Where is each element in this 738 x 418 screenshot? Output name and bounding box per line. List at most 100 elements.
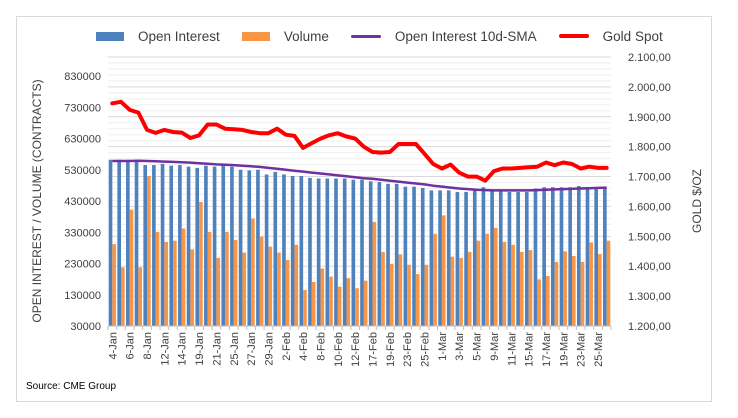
- bar-open-interest: [464, 191, 468, 326]
- y-left-tick-label: 330000: [64, 227, 101, 239]
- bar-open-interest: [394, 183, 399, 326]
- x-tick-label: 1-Mar: [437, 332, 449, 361]
- bars: [108, 159, 611, 326]
- y-left-tick-label: 530000: [64, 165, 101, 177]
- x-tick-label: 23-Feb: [402, 332, 414, 367]
- y-left-tick-label: 130000: [64, 290, 101, 302]
- x-tick-label: 3-Mar: [454, 332, 466, 361]
- bar-volume: [268, 246, 273, 326]
- bar-volume: [121, 267, 125, 326]
- chart-legend: Open Interest Volume Open Interest 10d-S…: [96, 27, 685, 45]
- y-right-tick-label: 1.700,00: [628, 172, 671, 184]
- x-tick-label: 4-Jan: [107, 332, 119, 360]
- bar-volume: [389, 263, 394, 326]
- bar-volume: [563, 251, 567, 326]
- y-right-tick-label: 1.300,00: [628, 291, 671, 303]
- bar-open-interest: [282, 174, 286, 326]
- x-tick-label: 2-Feb: [281, 332, 293, 361]
- bar-volume: [424, 264, 429, 326]
- bar-open-interest: [143, 165, 148, 326]
- bar-open-interest: [603, 188, 607, 326]
- bar-volume: [545, 276, 550, 326]
- bar-open-interest: [160, 163, 165, 326]
- x-tick-label: 29-Jan: [263, 332, 275, 366]
- bar-volume: [259, 236, 264, 326]
- line-open-interest-sma: [112, 159, 607, 192]
- x-tick-label: 6-Jan: [125, 332, 137, 360]
- bar-volume: [181, 228, 186, 326]
- bar-volume: [216, 257, 221, 326]
- bar-open-interest: [221, 165, 226, 326]
- line-gold-spot: [110, 99, 609, 183]
- bar-open-interest: [368, 181, 373, 326]
- y-right-tick-label: 1.900,00: [628, 112, 671, 124]
- bar-open-interest: [507, 191, 512, 326]
- bar-open-interest: [498, 190, 503, 326]
- bar-open-interest: [334, 178, 338, 326]
- bar-volume: [372, 221, 377, 326]
- bar-volume: [476, 240, 481, 326]
- bar-volume: [329, 276, 333, 326]
- bar-volume: [519, 251, 524, 326]
- x-tick-label: 8-Jan: [142, 332, 154, 360]
- bar-open-interest: [550, 187, 555, 326]
- y-right-tick-label: 2.000,00: [628, 82, 671, 94]
- bar-open-interest: [568, 187, 572, 326]
- x-tick-label: 17-Mar: [541, 332, 553, 367]
- bar-volume: [450, 256, 455, 326]
- legend-swatch-oi-sma: [350, 34, 381, 38]
- legend-label-gold-spot: Gold Spot: [602, 28, 663, 44]
- y-left-tick-label: 830000: [64, 71, 101, 83]
- bar-volume: [528, 250, 533, 326]
- bar-open-interest: [472, 190, 477, 326]
- bar-volume: [433, 233, 437, 326]
- bar-open-interest: [247, 170, 252, 326]
- bar-volume: [606, 240, 611, 326]
- bar-open-interest: [134, 160, 139, 326]
- bar-open-interest: [195, 167, 200, 326]
- bar-volume: [242, 252, 247, 326]
- bar-open-interest: [446, 190, 451, 326]
- bar-volume: [467, 251, 472, 326]
- x-tick-label: 10-Feb: [333, 332, 345, 367]
- bar-open-interest: [438, 190, 442, 326]
- bar-open-interest: [290, 176, 295, 326]
- bar-volume: [207, 231, 212, 326]
- x-tick-label: 17-Feb: [368, 332, 380, 367]
- lines: [110, 99, 609, 192]
- bar-open-interest: [264, 174, 269, 326]
- bar-open-interest: [308, 177, 312, 326]
- bar-open-interest: [420, 187, 425, 326]
- y-axis-right-title: GOLD $/OZ: [690, 169, 704, 233]
- bar-volume: [597, 254, 602, 326]
- bar-volume: [398, 254, 403, 326]
- bar-open-interest: [516, 191, 520, 326]
- bar-volume: [441, 215, 446, 326]
- bar-open-interest: [559, 187, 564, 326]
- bar-open-interest: [481, 187, 486, 326]
- bar-volume: [225, 231, 229, 326]
- bar-volume: [285, 260, 290, 326]
- y-left-tick-label: 30000: [70, 321, 101, 333]
- x-tick-label: 14-Jan: [177, 332, 189, 366]
- bar-volume: [571, 256, 576, 326]
- bar-open-interest: [204, 165, 208, 326]
- bar-open-interest: [299, 176, 304, 326]
- bar-volume: [251, 218, 255, 326]
- x-tick-label: 15-Mar: [524, 332, 536, 367]
- bar-open-interest: [117, 159, 122, 326]
- bar-volume: [493, 227, 498, 326]
- x-tick-label: 19-Feb: [385, 332, 397, 367]
- bar-volume: [502, 241, 507, 326]
- bar-open-interest: [256, 169, 260, 326]
- bar-volume: [199, 201, 203, 326]
- bar-open-interest: [412, 186, 416, 326]
- legend-swatch-gold-spot: [558, 34, 589, 38]
- y-left-tick-label: 730000: [64, 102, 101, 114]
- legend-swatch-volume: [241, 31, 270, 41]
- bar-volume: [190, 249, 195, 326]
- bar-open-interest: [126, 159, 130, 326]
- x-tick-label: 11-Mar: [506, 332, 518, 366]
- bar-open-interest: [212, 166, 217, 326]
